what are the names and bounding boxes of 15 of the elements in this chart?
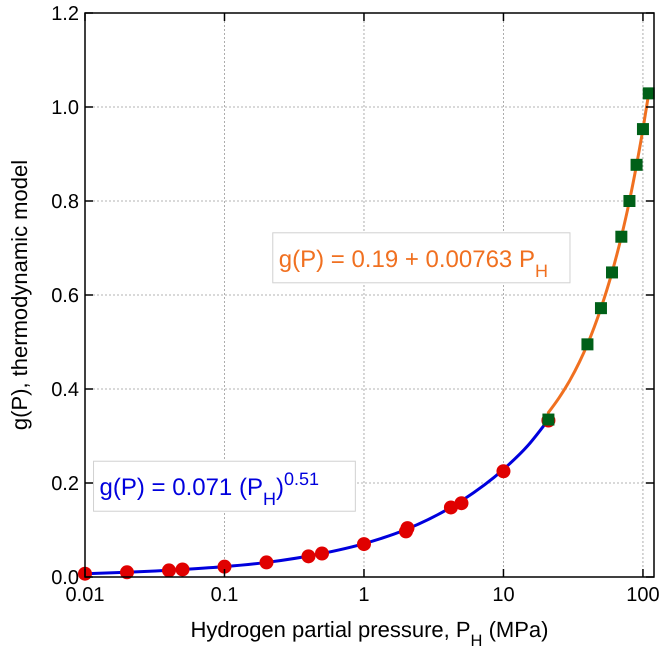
x-tick-label: 1 [358, 584, 370, 606]
y-tick-label: 0.4 [51, 379, 79, 401]
y-tick-label: 1.0 [51, 97, 79, 119]
y-tick-label: 0.2 [51, 473, 79, 495]
x-tick-label: 0.01 [66, 584, 104, 606]
series-label: g(P) = 0.071 (P$_{H}$)$^{0.51}$ [100, 469, 320, 510]
x-tick-label: 100 [626, 584, 660, 606]
x-tick-label: 0.1 [210, 584, 238, 606]
x-axis-title: Hydrogen partial pressure, P$_{H}$ (MPa) [190, 617, 548, 650]
y-axis-title: g(P), thermodynamic model [7, 160, 32, 430]
x-tick-label: 10 [492, 584, 515, 606]
y-tick-label: 0.8 [51, 191, 79, 213]
y-tick-label: 1.2 [51, 3, 79, 25]
y-tick-label: 0.6 [51, 285, 79, 307]
text: g(P) = 0.19 + 0.00763 P$_{H}$ [278, 246, 548, 281]
